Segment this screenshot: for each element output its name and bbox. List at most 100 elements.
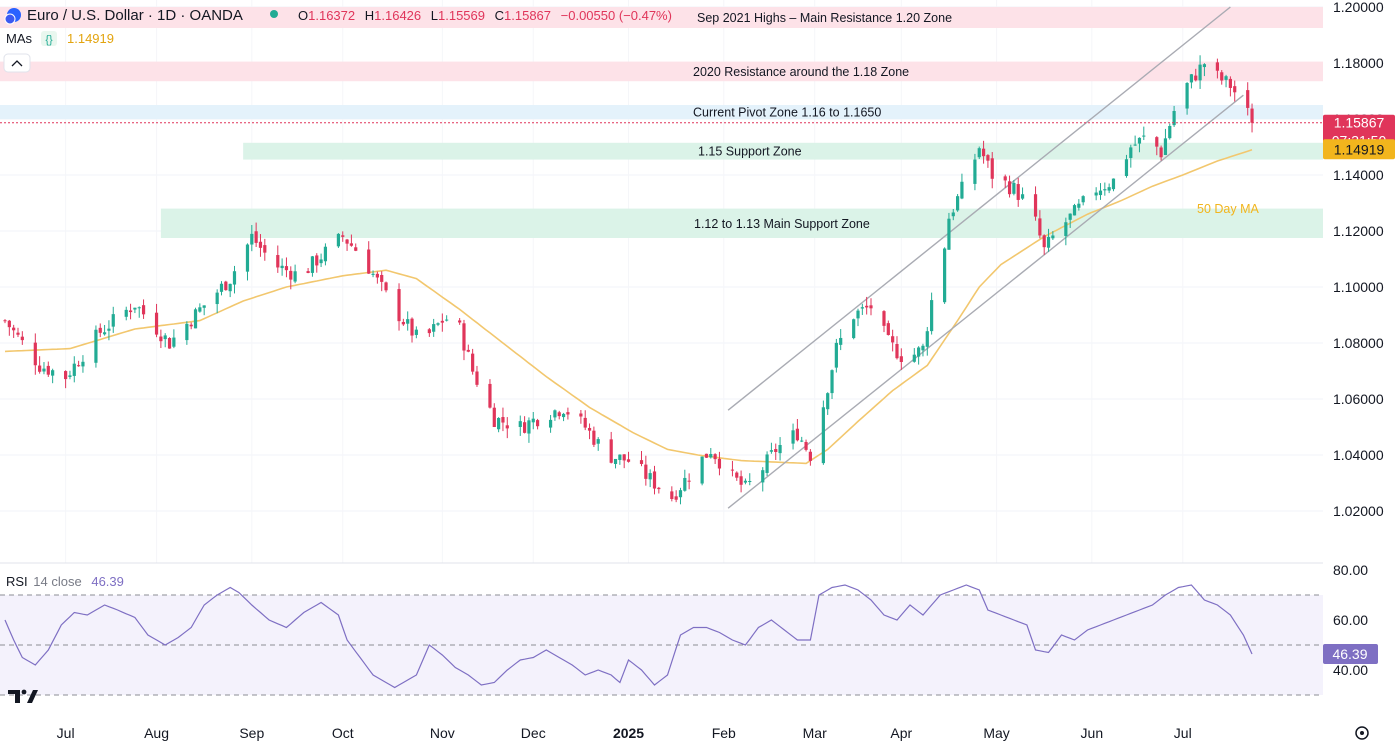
ma-indicator-label[interactable]: MAs: [6, 31, 33, 46]
ma-50-label: 50 Day MA: [1197, 202, 1259, 216]
candle-body: [808, 451, 812, 461]
candle-body: [254, 231, 258, 243]
candle-body: [462, 323, 466, 351]
zones-layer: [0, 7, 1323, 238]
candle-body: [445, 319, 449, 321]
resistance-1.20-zone: [0, 7, 1323, 28]
price-axis[interactable]: 1.200001.180001.160001.140001.120001.100…: [1333, 0, 1384, 519]
candle-body: [709, 453, 713, 458]
candles-layer[interactable]: [3, 55, 1254, 505]
candle-body: [497, 417, 501, 430]
time-tick-label: Sep: [239, 725, 264, 741]
candle-body: [1142, 135, 1146, 137]
candle-body: [956, 196, 960, 211]
candle-body: [228, 283, 232, 292]
change-value: −0.00550 (−0.47%): [561, 8, 672, 23]
rsi-tick-label: 60.00: [1333, 612, 1368, 628]
time-tick-label: Jun: [1081, 725, 1104, 741]
candle-body: [471, 353, 475, 372]
high-label: H: [365, 8, 374, 23]
time-tick-label: May: [983, 725, 1009, 741]
candle-body: [1051, 235, 1055, 239]
main-grid: [0, 6, 1323, 512]
candle-body: [648, 473, 652, 480]
candle-body: [882, 311, 886, 326]
ma-visibility-toggle[interactable]: [41, 31, 57, 46]
candle-body: [224, 281, 228, 291]
candle-body: [683, 477, 687, 491]
symbol-title[interactable]: Euro / U.S. Dollar · 1D · OANDA: [27, 7, 243, 24]
candle-body: [263, 245, 267, 253]
candle-body: [596, 439, 600, 444]
candle-body: [42, 368, 46, 372]
price-tick-label: 1.08000: [1333, 335, 1384, 351]
candle-body: [704, 453, 709, 458]
rsi-params: 14 close: [33, 574, 81, 589]
candle-body: [518, 421, 522, 427]
candle-body: [1107, 187, 1111, 191]
candle-body: [172, 337, 176, 347]
candle-body: [886, 323, 890, 335]
candle-body: [1103, 189, 1107, 191]
time-axis[interactable]: Jul Aug Sep Oct Nov Dec 2025 Feb Mar Apr May Jun Jul: [57, 725, 1192, 741]
market-status-icon: [270, 10, 278, 18]
candle-body: [198, 307, 202, 312]
time-tick-label: Feb: [712, 725, 736, 741]
candle-body: [834, 342, 838, 368]
candle-body: [367, 249, 371, 274]
candle-body: [349, 243, 353, 246]
price-tick-label: 1.04000: [1333, 447, 1384, 463]
candle-body: [1246, 90, 1250, 108]
candle-body: [375, 273, 379, 278]
candle-body: [639, 460, 644, 464]
time-tick-label: Jul: [1174, 725, 1192, 741]
candle-body: [219, 283, 224, 292]
time-tick-label: Apr: [890, 725, 912, 741]
candle-body: [778, 445, 782, 454]
price-tick-label: 1.20000: [1333, 0, 1384, 15]
candle-body: [748, 481, 752, 483]
candle-body: [1233, 86, 1237, 93]
candle-body: [111, 314, 115, 327]
candle-body: [523, 422, 527, 433]
collapse-legend-button[interactable]: [3, 53, 31, 73]
candle-body: [869, 305, 873, 309]
candle-body: [579, 413, 583, 417]
candle-body: [1194, 75, 1198, 81]
candle-body: [20, 336, 24, 341]
candle-body: [865, 305, 869, 308]
candle-body: [739, 476, 743, 485]
channel-layer: [727, 6, 1244, 509]
candle-body: [566, 412, 570, 415]
candle-body: [232, 271, 237, 285]
candle-body: [678, 490, 683, 498]
tradingview-logo[interactable]: [8, 689, 38, 703]
candle-body: [613, 458, 618, 464]
candle-body: [159, 336, 163, 342]
candle-body: [1129, 147, 1133, 158]
settings-gear-icon[interactable]: [1355, 726, 1369, 740]
candle-body: [1033, 194, 1038, 217]
candle-body: [1185, 82, 1189, 109]
high-value: 1.16426: [374, 8, 421, 23]
candle-body: [583, 417, 587, 428]
candle-body: [46, 365, 50, 375]
candle-body: [124, 309, 128, 317]
chevron-up-icon: [11, 60, 23, 67]
candle-body: [804, 441, 808, 450]
candle-body: [1042, 235, 1046, 248]
rsi-label: RSI: [6, 574, 28, 589]
rsi-legend-value: 46.39: [91, 574, 124, 589]
candle-body: [1155, 137, 1159, 147]
candle-body: [839, 337, 843, 345]
candle-body: [687, 480, 691, 482]
candle-body: [1016, 184, 1020, 200]
candle-body: [336, 233, 341, 247]
candle-body: [977, 148, 981, 158]
candle-body: [81, 361, 85, 367]
candle-body: [1081, 196, 1085, 203]
candle-body: [492, 407, 496, 427]
pivot-zone-label: Current Pivot Zone 1.16 to 1.1650: [693, 106, 881, 120]
